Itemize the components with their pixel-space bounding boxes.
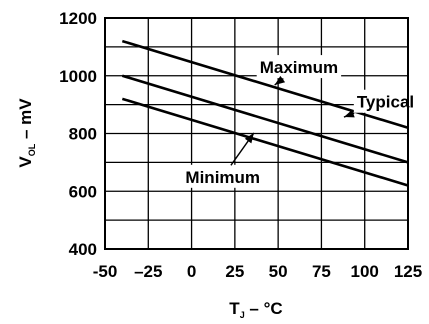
x-axis-title-sub: J — [240, 310, 245, 320]
y-tick-label: 1000 — [59, 67, 97, 86]
annotation-typical: Typical — [343, 89, 418, 118]
x-tick-label: –25 — [134, 262, 162, 281]
x-axis-title: TJ – °C — [229, 299, 282, 320]
tick-label-layer: -50 –25 0 25 50 75 100 125 400 600 800 1000 1200 — [59, 9, 422, 281]
y-tick-label: 1200 — [59, 9, 97, 28]
series-line-minimum — [121, 97, 409, 187]
y-tick-label: 400 — [69, 240, 97, 259]
y-axis-title: VOL – mV — [16, 98, 37, 168]
series-label: Minimum — [185, 168, 260, 187]
series-label: Maximum — [260, 58, 338, 77]
y-axis-title-main: V — [16, 156, 35, 168]
y-tick-label: 600 — [69, 182, 97, 201]
series-line-typical — [121, 74, 409, 164]
annotation-layer: Maximum Typical Minimum — [182, 55, 418, 188]
x-axis-title-tail: – °C — [245, 299, 283, 318]
x-tick-label: 100 — [351, 262, 379, 281]
x-tick-label: 25 — [225, 262, 244, 281]
arrowhead — [244, 132, 254, 144]
x-tick-label: -50 — [93, 262, 118, 281]
series-line-maximum — [121, 39, 409, 129]
series-label-box — [256, 55, 342, 79]
x-axis-title-main: T — [229, 299, 240, 318]
series-label-box — [353, 89, 418, 113]
arrowhead — [343, 109, 355, 118]
series-layer — [121, 39, 409, 187]
x-tick-label: 50 — [269, 262, 288, 281]
x-tick-label: 125 — [394, 262, 422, 281]
plot-frame — [104, 17, 409, 250]
y-tick-label: 800 — [69, 125, 97, 144]
annotation-minimum: Minimum — [182, 132, 264, 188]
grid-layer — [105, 18, 408, 249]
y-axis-title-tail: – mV — [16, 98, 35, 144]
x-tick-label: 0 — [187, 262, 196, 281]
arrowhead — [274, 75, 286, 85]
annotation-maximum: Maximum — [256, 55, 342, 86]
series-label: Typical — [357, 93, 414, 112]
y-axis-title-sub: OL — [27, 143, 37, 156]
series-label-box — [182, 164, 264, 188]
x-tick-label: 75 — [312, 262, 331, 281]
